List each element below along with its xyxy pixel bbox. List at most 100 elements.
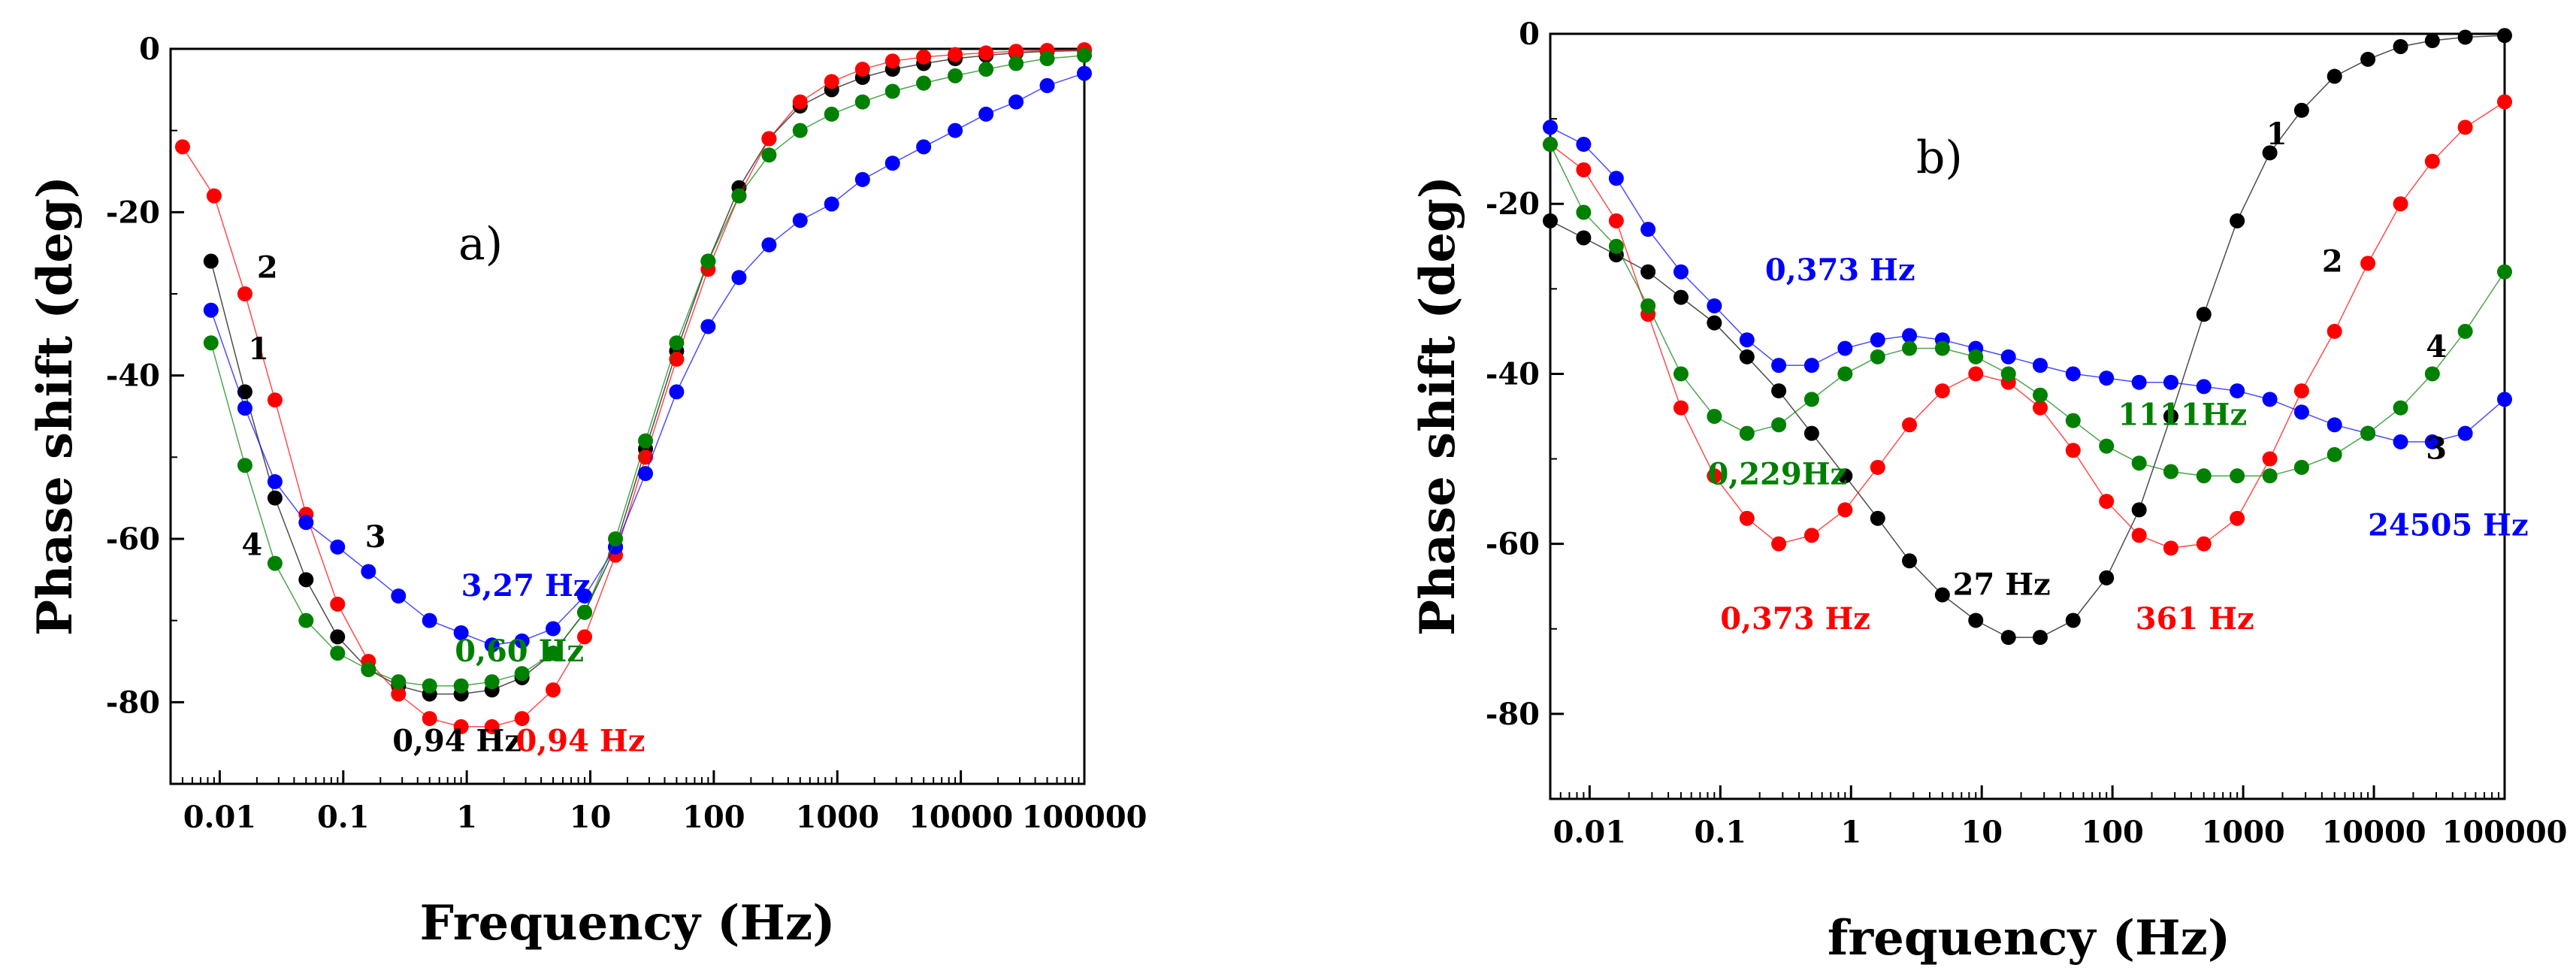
data-point	[1739, 332, 1755, 348]
data-point	[638, 466, 654, 482]
data-point	[422, 613, 437, 628]
annotation-label: 0,60 Hz	[455, 634, 584, 669]
data-point	[237, 401, 252, 416]
data-point	[484, 637, 500, 653]
data-point	[2099, 570, 2115, 585]
x-tick-label: 100	[682, 800, 745, 835]
data-point	[1640, 298, 1656, 313]
data-point	[2393, 196, 2408, 212]
data-point	[2424, 153, 2440, 169]
series-line	[182, 49, 1085, 727]
data-point	[761, 237, 777, 253]
data-point	[1707, 315, 1722, 331]
x-tick-label: 0.01	[1553, 815, 1626, 850]
y-axis-title: Phase shift (deg)	[1410, 176, 1466, 636]
data-point	[2196, 379, 2212, 395]
data-point	[2293, 383, 2309, 399]
x-axis-title: Frequency (Hz)	[419, 895, 835, 951]
data-point	[916, 75, 932, 91]
annotation-label: 1111Hz	[2118, 397, 2247, 432]
data-point	[1870, 459, 1885, 475]
x-tick-label: 10000	[909, 800, 1013, 835]
annotation-label: 3,27 Hz	[461, 568, 591, 603]
data-point	[2000, 630, 2016, 646]
data-point	[2131, 374, 2147, 390]
data-point	[1771, 358, 1787, 374]
data-point	[2457, 323, 2473, 339]
data-point	[422, 711, 437, 727]
data-point	[203, 302, 219, 318]
data-point	[1739, 510, 1755, 526]
data-point	[2262, 392, 2278, 407]
data-point	[2000, 366, 2016, 382]
data-point	[884, 53, 900, 69]
data-point	[576, 588, 592, 604]
panel-label: b)	[1916, 132, 1963, 184]
data-point	[2497, 392, 2512, 407]
series-2	[1543, 94, 2512, 556]
data-point	[1902, 340, 1918, 356]
data-point	[2327, 68, 2342, 84]
data-point	[2163, 374, 2178, 390]
data-point	[948, 47, 963, 62]
data-point	[391, 686, 407, 702]
data-point	[700, 253, 716, 269]
data-point	[761, 147, 777, 163]
data-point	[2424, 33, 2440, 49]
data-point	[1934, 340, 1950, 356]
x-tick-label: 10	[570, 800, 612, 835]
data-point	[203, 335, 219, 351]
data-point	[267, 490, 283, 506]
data-point	[267, 555, 283, 571]
data-point	[1870, 510, 1885, 526]
data-point	[2262, 145, 2278, 161]
data-point	[2497, 94, 2512, 110]
x-tick-label: 1	[1840, 815, 1861, 850]
series-line	[210, 54, 1085, 687]
data-point	[576, 629, 592, 645]
data-point	[1837, 366, 1853, 382]
data-point	[298, 515, 314, 531]
series-line	[1550, 35, 2505, 638]
data-point	[330, 596, 346, 612]
data-point	[824, 196, 839, 212]
data-point	[792, 94, 808, 110]
y-tick-label: -60	[1486, 527, 1540, 562]
x-tick-label: 100	[2081, 815, 2144, 850]
data-point	[206, 188, 222, 204]
data-point	[669, 335, 685, 351]
data-point	[2360, 425, 2376, 441]
data-point	[1804, 528, 1819, 543]
data-point	[1543, 213, 1558, 228]
data-point	[978, 45, 994, 61]
data-point	[884, 83, 900, 99]
data-point	[391, 588, 407, 604]
x-tick-label: 10	[1961, 815, 2003, 850]
series-layer	[1543, 28, 2512, 646]
x-tick-label: 1000	[796, 800, 879, 835]
y-tick-label: -40	[106, 358, 160, 394]
data-point	[1673, 400, 1689, 416]
annotation-label: 0,94 Hz	[516, 724, 646, 759]
data-point	[1771, 536, 1787, 552]
data-point	[1576, 204, 1592, 220]
x-tick-label: 0.1	[1695, 815, 1747, 850]
annotation-label: 1	[2266, 116, 2287, 152]
data-point	[237, 286, 252, 301]
series-line	[1550, 144, 2505, 476]
data-point	[2131, 455, 2147, 471]
data-point	[1707, 468, 1722, 484]
data-point	[1077, 47, 1092, 63]
data-point	[2424, 366, 2440, 382]
data-point	[1902, 328, 1918, 343]
data-point	[361, 564, 376, 579]
data-point	[237, 458, 252, 473]
data-point	[1968, 366, 1984, 382]
data-point	[1707, 298, 1722, 313]
data-point	[2327, 417, 2342, 433]
data-point	[2032, 358, 2048, 374]
panel-label: a)	[458, 218, 503, 271]
data-point	[854, 94, 870, 110]
data-point	[514, 666, 530, 682]
